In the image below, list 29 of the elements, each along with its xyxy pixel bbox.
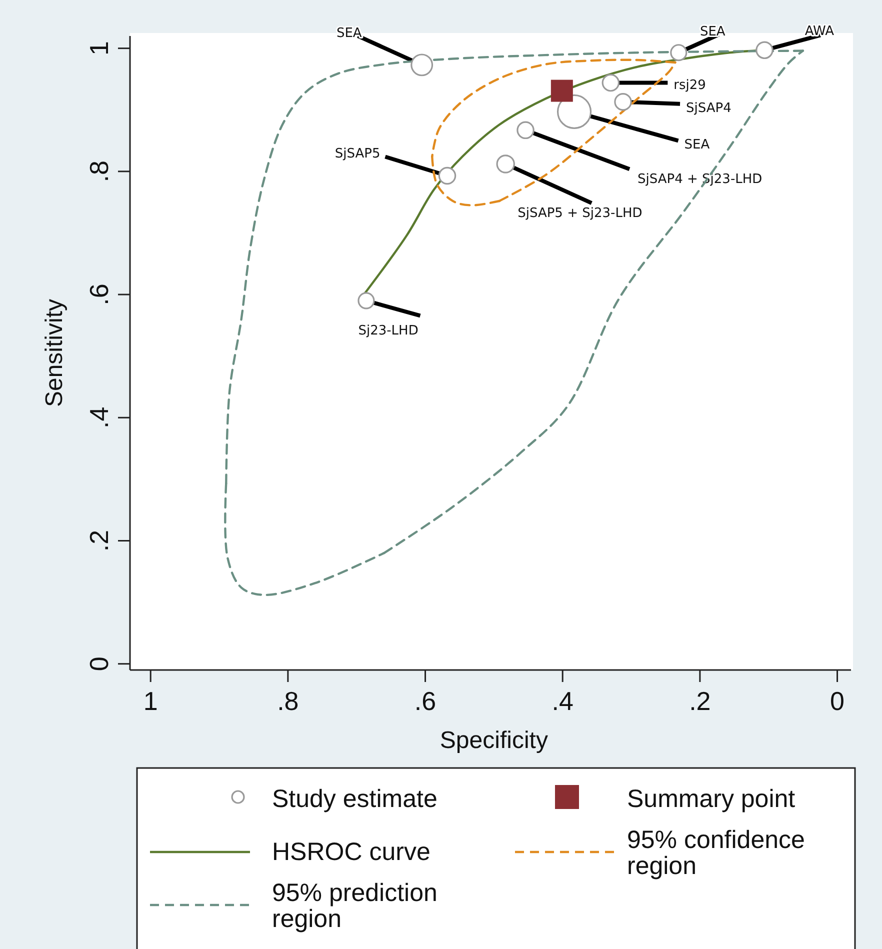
y-tick-label: .8 — [84, 160, 114, 182]
x-tick-label: .6 — [414, 686, 436, 716]
legend-label: Study estimate — [272, 785, 438, 813]
annotation: SjSAP5 — [334, 146, 380, 162]
annotation: SjSAP4 + Sj23-LHD — [638, 172, 762, 188]
legend-label: 95% prediction region — [272, 879, 438, 933]
x-tick-label: .8 — [277, 686, 299, 716]
annotation: SjSAP4 — [686, 100, 732, 116]
annotation: AWA — [804, 24, 834, 40]
annotation: rsj29 — [674, 78, 706, 93]
annotation: SEA — [700, 24, 726, 40]
annotation: SjSAP5 + Sj23-LHD — [518, 206, 642, 222]
y-axis-title: Sensitivity — [41, 298, 68, 408]
legend-label: Summary point — [627, 785, 796, 813]
x-axis-title: Specificity — [440, 727, 548, 754]
annotation: SEA — [336, 26, 362, 41]
legend-label: 95% confidence region — [627, 826, 805, 880]
annotation: Sj23-LHD — [358, 324, 418, 339]
y-tick-label: 0 — [84, 656, 114, 672]
y-tick-label: 1 — [84, 41, 114, 56]
legend-label: HSROC curve — [272, 838, 430, 866]
x-tick-label: 0 — [830, 686, 844, 716]
x-tick-label: 1 — [143, 686, 158, 716]
x-tick-label: .2 — [689, 686, 711, 716]
y-tick-label: .2 — [84, 530, 114, 552]
y-tick-label: .4 — [84, 406, 114, 428]
annotation: SEA — [684, 138, 710, 153]
y-tick-label: .6 — [84, 284, 114, 306]
x-tick-label: .4 — [552, 686, 574, 716]
